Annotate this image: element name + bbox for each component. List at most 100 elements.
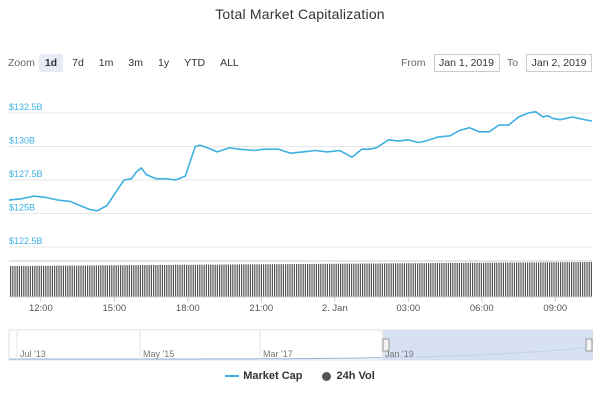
volume-bar xyxy=(208,264,210,297)
volume-bar xyxy=(256,264,258,297)
volume-bar xyxy=(293,264,295,297)
volume-bar xyxy=(245,264,247,297)
volume-bar xyxy=(439,263,441,297)
volume-bar xyxy=(78,265,80,297)
volume-bar xyxy=(73,265,75,297)
volume-bar xyxy=(397,263,399,297)
market-cap-series-line xyxy=(8,110,593,212)
volume-bar xyxy=(500,262,502,297)
x-tick-label: 21:00 xyxy=(249,303,273,314)
legend-dot-icon xyxy=(322,371,332,381)
volume-bar xyxy=(159,264,161,297)
zoom-1d-button[interactable]: 1d xyxy=(38,54,64,72)
volume-bar xyxy=(423,263,425,297)
volume-bar xyxy=(14,265,16,297)
volume-bar xyxy=(278,264,280,297)
zoom-1y-button[interactable]: 1y xyxy=(157,57,170,69)
volume-bar xyxy=(318,263,320,297)
volume-bar xyxy=(155,264,157,297)
volume-bar xyxy=(212,264,214,297)
volume-bar xyxy=(65,265,67,297)
volume-bar xyxy=(425,263,427,297)
volume-bar xyxy=(443,263,445,297)
volume-bar xyxy=(175,264,177,297)
volume-bar xyxy=(403,263,405,297)
volume-bar xyxy=(324,263,326,297)
zoom-all-button[interactable]: ALL xyxy=(220,57,239,69)
navigator-label: Mar '17 xyxy=(263,349,293,359)
volume-bar xyxy=(549,262,551,297)
volume-bar xyxy=(333,263,335,297)
volume-bar xyxy=(115,265,117,297)
volume-bar xyxy=(51,265,53,297)
volume-bar xyxy=(428,263,430,297)
volume-bar xyxy=(491,262,493,297)
volume-bar xyxy=(300,264,302,297)
navigator-handle xyxy=(382,338,390,352)
volume-bar xyxy=(142,265,144,297)
navigator-label: Jan '19 xyxy=(385,349,414,359)
volume-bar xyxy=(560,262,562,297)
volume-bar xyxy=(69,265,71,297)
zoom-3m-button[interactable]: 3m xyxy=(128,57,143,69)
volume-bar xyxy=(60,265,62,297)
volume-bar xyxy=(139,265,141,297)
range-from-input[interactable]: Jan 1, 2019 xyxy=(433,54,500,72)
volume-bar xyxy=(542,262,544,297)
volume-bar xyxy=(483,262,485,297)
x-tick-label: 12:00 xyxy=(29,303,53,314)
volume-bar xyxy=(164,264,166,297)
volume-bar xyxy=(80,265,82,297)
volume-bar xyxy=(225,264,227,297)
zoom-ytd-button[interactable]: YTD xyxy=(184,57,206,69)
volume-bar xyxy=(82,265,84,297)
volume-bar xyxy=(252,264,254,297)
range-to-input[interactable]: Jan 2, 2019 xyxy=(526,54,593,72)
volume-bar xyxy=(117,265,119,297)
volume-bar xyxy=(32,265,34,297)
volume-bar xyxy=(291,264,293,297)
volume-bar xyxy=(357,263,359,297)
volume-bar xyxy=(106,265,108,297)
y-tick-label: $130B xyxy=(9,136,35,146)
volume-bar xyxy=(502,262,504,297)
volume-bar xyxy=(285,264,287,297)
navigator-label: May '15 xyxy=(143,349,174,359)
zoom-label: Zoom xyxy=(8,57,35,69)
volume-bar xyxy=(489,262,491,297)
volume-bar xyxy=(172,264,174,297)
volume-bar xyxy=(214,264,216,297)
volume-bar xyxy=(307,263,309,297)
volume-bar xyxy=(23,265,25,297)
volume-bar xyxy=(192,264,194,297)
volume-bar xyxy=(201,264,203,297)
x-tick-label: 2. Jan xyxy=(322,303,348,314)
legend-item-volume[interactable]: 24h Vol xyxy=(322,370,375,382)
volume-bar xyxy=(243,264,245,297)
volume-bar xyxy=(584,262,586,297)
volume-bar xyxy=(406,263,408,297)
volume-bar xyxy=(287,264,289,297)
volume-bar xyxy=(381,263,383,297)
range-from-label: From xyxy=(401,57,426,69)
volume-bar xyxy=(322,263,324,297)
volume-bar xyxy=(430,263,432,297)
volume-bar xyxy=(89,265,91,297)
volume-bar xyxy=(368,263,370,297)
legend-item-market-cap[interactable]: Market Cap xyxy=(225,370,302,382)
volume-bar xyxy=(76,265,78,297)
volume-bar xyxy=(461,262,463,297)
volume-bar xyxy=(227,264,229,297)
volume-bar xyxy=(384,263,386,297)
zoom-1m-button[interactable]: 1m xyxy=(98,57,114,69)
volume-bar xyxy=(529,262,531,297)
zoom-7d-button[interactable]: 7d xyxy=(72,57,84,69)
volume-bar xyxy=(274,264,276,297)
volume-bar xyxy=(181,264,183,297)
volume-bar xyxy=(131,265,133,297)
volume-bar xyxy=(104,265,106,297)
volume-bar xyxy=(296,264,298,297)
volume-bar xyxy=(98,265,100,297)
volume-bar xyxy=(247,264,249,297)
